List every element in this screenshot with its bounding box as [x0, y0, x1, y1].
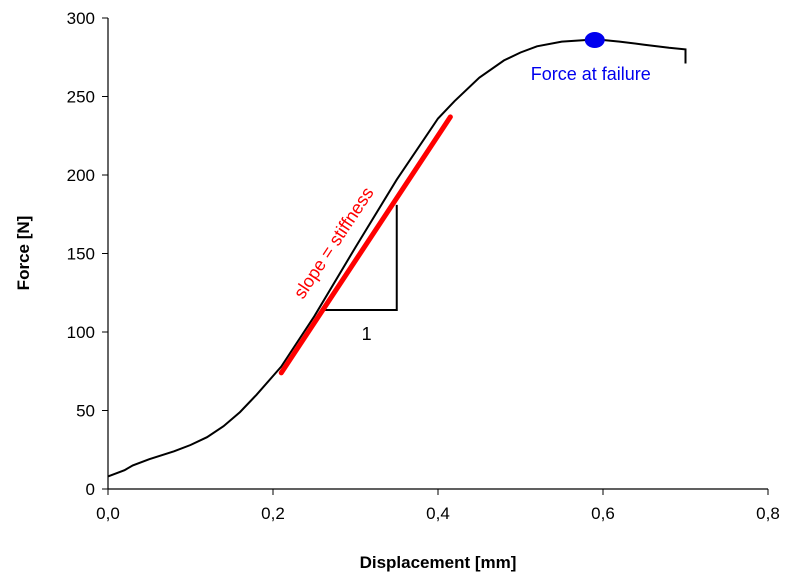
x-tick-label: 0,8 [756, 504, 780, 523]
y-axis-title: Force [N] [14, 216, 33, 291]
x-tick-label: 0,0 [96, 504, 120, 523]
y-tick-label: 50 [76, 402, 95, 421]
x-tick-label: 0,2 [261, 504, 285, 523]
x-axis-title: Displacement [mm] [360, 553, 517, 572]
slope-unit-label: 1 [362, 324, 372, 344]
y-tick-label: 300 [67, 9, 95, 28]
y-tick-label: 200 [67, 166, 95, 185]
x-ticks: 0,0 0,2 0,4 0,6 0,8 [96, 489, 780, 523]
y-tick-label: 250 [67, 88, 95, 107]
y-ticks: 0 50 100 150 200 250 300 [67, 9, 108, 499]
y-tick-label: 0 [86, 480, 95, 499]
x-tick-label: 0,4 [426, 504, 450, 523]
y-tick-label: 100 [67, 323, 95, 342]
x-tick-label: 0,6 [591, 504, 615, 523]
y-tick-label: 150 [67, 245, 95, 264]
failure-point-marker [584, 31, 605, 48]
stiffness-fit-line [278, 114, 453, 376]
failure-label: Force at failure [531, 64, 651, 84]
slope-triangle [322, 204, 398, 312]
